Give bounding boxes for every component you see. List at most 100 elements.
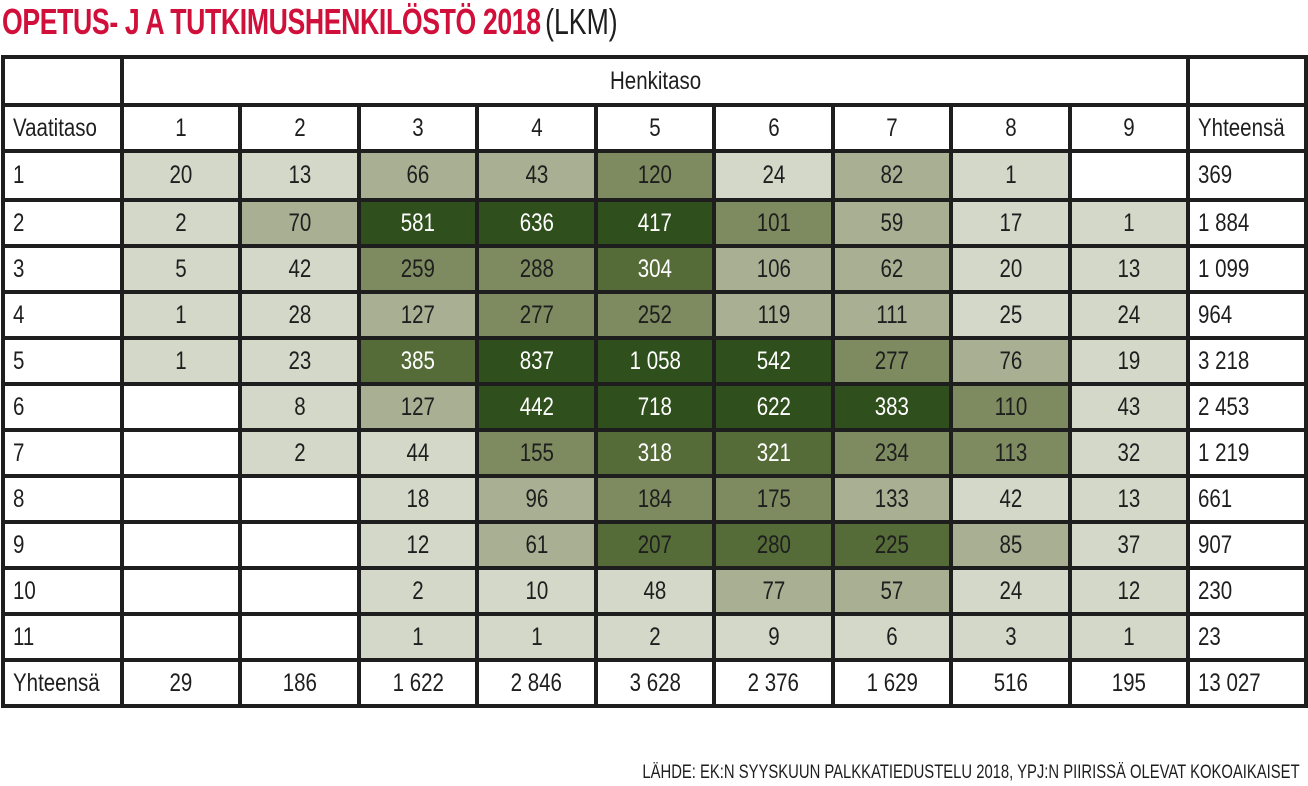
row-total: 907 bbox=[1186, 520, 1308, 570]
heatmap-cell: 20 bbox=[949, 244, 1072, 294]
heatmap-cell bbox=[119, 474, 243, 524]
row-total: 1 884 bbox=[1186, 198, 1308, 248]
heatmap-cell: 57 bbox=[830, 566, 954, 616]
heatmap-cell: 13 bbox=[1067, 244, 1191, 294]
heatmap-cell: 234 bbox=[830, 428, 954, 478]
heatmap-cell: 837 bbox=[475, 336, 598, 386]
heatmap-cell bbox=[1067, 149, 1191, 202]
heatmap-cell: 9 bbox=[712, 612, 835, 662]
corner-cell bbox=[1, 55, 124, 107]
column-total: 1 622 bbox=[356, 658, 480, 708]
heatmap-cell: 20 bbox=[119, 149, 243, 202]
heatmap-cell: 1 bbox=[119, 290, 243, 340]
heatmap-cell: 37 bbox=[1067, 520, 1191, 570]
heatmap-cell: 13 bbox=[1067, 474, 1191, 524]
heatmap-cell: 8 bbox=[238, 382, 361, 432]
row-label: 7 bbox=[1, 428, 124, 478]
heatmap-cell: 280 bbox=[712, 520, 835, 570]
heatmap-cell: 184 bbox=[593, 474, 717, 524]
heatmap-cell: 288 bbox=[475, 244, 598, 294]
row-label: 10 bbox=[1, 566, 124, 616]
heatmap-cell: 101 bbox=[712, 198, 835, 248]
column-header-5: 5 bbox=[593, 103, 717, 153]
grand-total: 13 027 bbox=[1186, 658, 1308, 708]
heatmap-cell: 96 bbox=[475, 474, 598, 524]
totals-row-label: Yhteensä bbox=[1, 658, 124, 708]
heatmap-cell: 1 bbox=[949, 149, 1072, 202]
heatmap-cell: 1 bbox=[1067, 612, 1191, 662]
heatmap-cell bbox=[119, 520, 243, 570]
heatmap-cell: 581 bbox=[356, 198, 480, 248]
row-label: 4 bbox=[1, 290, 124, 340]
heatmap-cell: 2 bbox=[356, 566, 480, 616]
henkitaso-header: Henkitaso bbox=[119, 55, 1191, 107]
column-total: 186 bbox=[238, 658, 361, 708]
heatmap-cell: 48 bbox=[593, 566, 717, 616]
heatmap-cell: 42 bbox=[238, 244, 361, 294]
heatmap-cell: 61 bbox=[475, 520, 598, 570]
heatmap-cell: 175 bbox=[712, 474, 835, 524]
row-total: 369 bbox=[1186, 149, 1308, 202]
column-group-header-row: Henkitaso bbox=[1, 55, 1308, 107]
heatmap-cell: 207 bbox=[593, 520, 717, 570]
heatmap-cell: 622 bbox=[712, 382, 835, 432]
row-label: 3 bbox=[1, 244, 124, 294]
column-header-1: 1 bbox=[119, 103, 243, 153]
heatmap-cell: 321 bbox=[712, 428, 835, 478]
heatmap-cell: 43 bbox=[475, 149, 598, 202]
table-row: 7 2 44 155 318 321 234 113 32 1 219 bbox=[1, 428, 1308, 478]
heatmap-cell: 120 bbox=[593, 149, 717, 202]
heatmap-cell: 2 bbox=[238, 428, 361, 478]
heatmap-cell: 43 bbox=[1067, 382, 1191, 432]
heatmap-cell: 277 bbox=[475, 290, 598, 340]
heatmap-cell: 1 bbox=[1067, 198, 1191, 248]
total-column-header: Yhteensä bbox=[1186, 103, 1308, 153]
row-label: 6 bbox=[1, 382, 124, 432]
column-header-7: 7 bbox=[830, 103, 954, 153]
heatmap-cell: 5 bbox=[119, 244, 243, 294]
heatmap-cell: 76 bbox=[949, 336, 1072, 386]
heatmap-cell: 44 bbox=[356, 428, 480, 478]
table-row: 4 1 28 127 277 252 119 111 25 24 964 bbox=[1, 290, 1308, 340]
heatmap-cell: 133 bbox=[830, 474, 954, 524]
heatmap-cell bbox=[238, 566, 361, 616]
row-total: 1 099 bbox=[1186, 244, 1308, 294]
column-total: 3 628 bbox=[593, 658, 717, 708]
heatmap-cell: 23 bbox=[238, 336, 361, 386]
table-row: 5 1 23 385 837 1 058 542 277 76 19 3 218 bbox=[1, 336, 1308, 386]
heatmap-cell: 32 bbox=[1067, 428, 1191, 478]
column-header-row: Vaatitaso 1 2 3 4 5 6 7 8 9 Yhteensä bbox=[1, 103, 1308, 153]
heatmap-cell: 1 bbox=[119, 336, 243, 386]
row-label: 8 bbox=[1, 474, 124, 524]
column-total: 516 bbox=[949, 658, 1072, 708]
heatmap-cell: 259 bbox=[356, 244, 480, 294]
heatmap-cell: 25 bbox=[949, 290, 1072, 340]
heatmap-cell: 28 bbox=[238, 290, 361, 340]
row-label: 5 bbox=[1, 336, 124, 386]
heatmap-cell: 24 bbox=[949, 566, 1072, 616]
title-main: OPETUS- J A TUTKIMUSHENKILÖSTÖ 2018 bbox=[2, 1, 541, 42]
heatmap-cell: 110 bbox=[949, 382, 1072, 432]
row-label: 2 bbox=[1, 198, 124, 248]
column-header-9: 9 bbox=[1067, 103, 1191, 153]
source-note: LÄHDE: EK:N SYYSKUUN PALKKATIEDUSTELU 20… bbox=[642, 762, 1300, 783]
heatmap-cell: 718 bbox=[593, 382, 717, 432]
heatmap-cell bbox=[238, 612, 361, 662]
heatmap-cell: 12 bbox=[1067, 566, 1191, 616]
heatmap-cell bbox=[119, 382, 243, 432]
heatmap-cell: 318 bbox=[593, 428, 717, 478]
row-total: 3 218 bbox=[1186, 336, 1308, 386]
row-total: 964 bbox=[1186, 290, 1308, 340]
heatmap-cell bbox=[119, 428, 243, 478]
heatmap-cell: 127 bbox=[356, 382, 480, 432]
heatmap-cell: 111 bbox=[830, 290, 954, 340]
totals-row: Yhteensä 29 186 1 622 2 846 3 628 2 376 1 629 51… bbox=[1, 658, 1308, 708]
heatmap-cell: 70 bbox=[238, 198, 361, 248]
heatmap-cell: 1 bbox=[475, 612, 598, 662]
heatmap-cell: 1 058 bbox=[593, 336, 717, 386]
column-header-6: 6 bbox=[712, 103, 835, 153]
heatmap-cell: 127 bbox=[356, 290, 480, 340]
table-row: 2 2 70 581 636 417 101 59 17 1 1 884 bbox=[1, 198, 1308, 248]
heatmap-cell: 417 bbox=[593, 198, 717, 248]
